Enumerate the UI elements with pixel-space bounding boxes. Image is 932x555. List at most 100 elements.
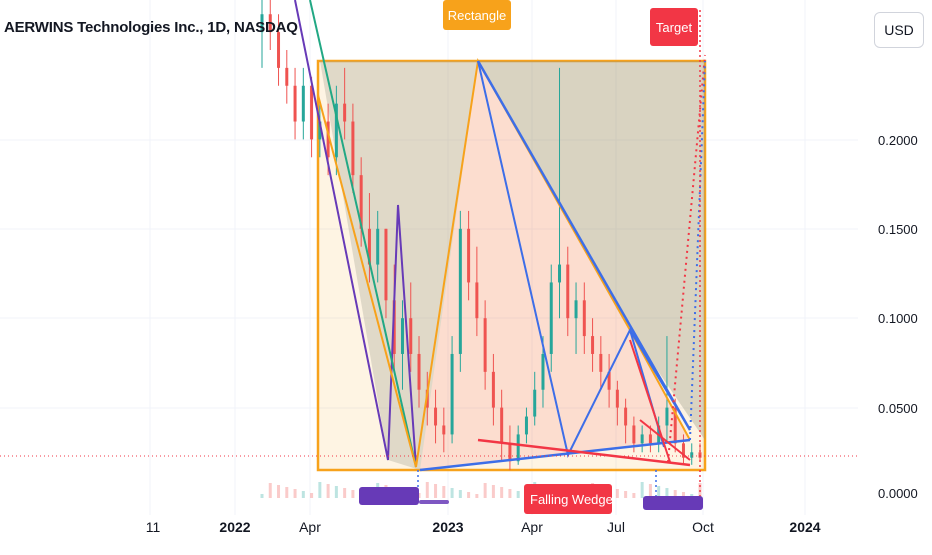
volume-bar [351,490,355,498]
candle-body [392,300,396,354]
blue-lower-line [419,438,691,472]
candle-body [434,407,438,426]
volume-bar [434,484,438,498]
red-wedge-line-3 [639,419,691,461]
candle-body [516,434,520,462]
volume-bar [442,486,446,498]
candle-body [310,85,314,140]
candle-body [442,425,446,435]
candle-body [343,103,347,122]
volume-bar [508,489,512,498]
volume-bar [293,489,297,498]
candle-body [376,228,380,265]
blue-triangle-line [629,329,691,431]
chart-title: AERWINS Technologies Inc., 1D, NASDAQ [4,19,298,36]
candle-body [582,300,586,337]
candle-body [417,353,421,390]
candle-body [615,389,619,408]
candle-body [268,14,272,33]
volume-bar [624,491,628,498]
target-dotted-red [667,54,706,463]
purple-marker-small [419,500,449,504]
candle-body [409,318,413,354]
candle-body [607,371,611,390]
y-tick-label: 0.1000 [878,311,918,326]
volume-bar [285,487,289,498]
volume-bar [301,491,305,498]
falling-wedge-label[interactable]: Falling Wedge [524,484,612,514]
candle-body [524,416,528,435]
rectangle-left-shade [320,61,478,470]
x-tick-label: 11 [146,519,161,535]
y-tick-label: 0.2000 [878,133,918,148]
candle-body [475,282,479,319]
volume-bar [467,492,471,498]
y-tick-label: 0.0000 [878,486,918,501]
candle-body [591,336,595,354]
volume-bar [632,493,636,498]
purple-marker-2[interactable] [643,496,703,510]
x-tick-label: Oct [692,519,714,535]
volume-bar [657,486,661,498]
volume-bar [425,482,429,498]
x-tick-label: 2023 [432,519,463,535]
candle-body [665,407,669,426]
red-wedge-line-2 [629,339,671,463]
volume-bar [310,493,314,498]
candle-body [648,434,652,444]
candle-body [632,425,636,444]
volume-bar [277,485,281,498]
candle-body [549,282,553,354]
x-tick-label: 2022 [219,519,250,535]
candle-body [384,228,388,301]
x-axis: 11 2022 Apr 2023 Apr Jul Oct 2024 [146,519,821,535]
candle-body [508,443,512,462]
candle-body [599,353,603,372]
candle-body [558,264,562,283]
red-wedge-line [477,438,691,467]
candle-body [351,121,355,176]
purple-marker[interactable] [359,487,419,505]
volume-bar [450,488,454,498]
volume-bar [260,494,264,498]
candle-body [367,228,371,265]
candle-body [285,67,289,86]
x-tick-label: Apr [521,519,543,535]
grid [0,0,858,515]
candle-body [500,407,504,444]
currency-button[interactable]: USD [874,12,924,48]
rectangle-upper-shade [478,61,705,440]
candle-body [400,318,404,354]
target-label[interactable]: Target [650,8,698,46]
candle-body [566,264,570,319]
rectangle-label[interactable]: Rectangle [443,0,511,30]
candle-body [334,103,338,158]
candle-body [533,389,537,417]
volume-bar [673,490,677,498]
volume-bar [500,487,504,498]
volume-bars [260,482,702,498]
rectangle-pattern[interactable] [316,59,707,472]
candle-body [458,228,462,354]
candle-body [640,434,644,444]
candle-body [491,371,495,408]
purple-zigzag-line [294,0,417,468]
x-tick-label: Jul [607,519,625,535]
candle-body [541,353,545,390]
volume-bar [343,488,347,498]
candle-body [359,175,363,229]
candle-body [326,121,330,158]
candle-body [293,85,297,122]
volume-bar [334,486,338,498]
blue-zigzag-line [477,60,665,458]
y-tick-label: 0.0500 [878,401,918,416]
volume-bar [681,492,685,498]
candle-body [260,14,264,33]
volume-bar [458,490,462,498]
candle-body [277,32,281,68]
volume-bar [648,484,652,498]
x-tick-label: 2024 [789,519,820,535]
volume-bar [640,482,644,498]
